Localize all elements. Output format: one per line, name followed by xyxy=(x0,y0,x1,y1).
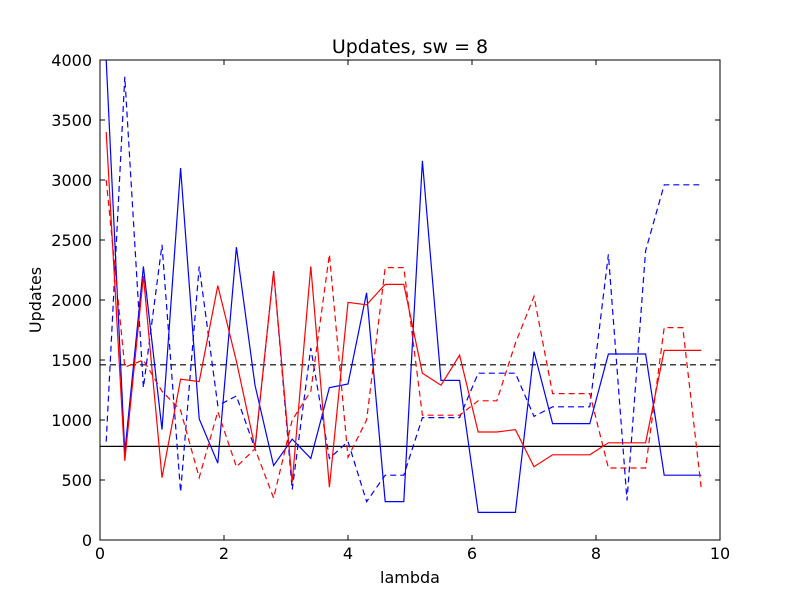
series-line-4 xyxy=(105,179,702,501)
y-tick-label: 3000 xyxy=(51,171,92,190)
x-tick-label: 10 xyxy=(710,544,730,563)
axis-ticks: 0 2 4 6 8 10 0 500 1000 1500 2000 2500 3000 3500 4000 xyxy=(51,51,730,563)
y-tick-label: 2500 xyxy=(51,231,92,250)
series-line-2 xyxy=(105,76,702,503)
plot-frame xyxy=(99,59,721,541)
reference-lines xyxy=(100,364,720,447)
y-tick-label: 3500 xyxy=(51,111,92,130)
chart-title: Updates, sw = 8 xyxy=(332,36,488,58)
y-axis-label: Updates xyxy=(26,267,45,333)
series-line-3 xyxy=(105,131,702,488)
y-tick-label: 500 xyxy=(61,471,92,490)
x-tick-label: 4 xyxy=(343,544,353,563)
y-tick-label: 1500 xyxy=(51,351,92,370)
plot-area xyxy=(100,60,720,540)
x-tick-label: 8 xyxy=(591,544,601,563)
y-tick-label: 2000 xyxy=(51,291,92,310)
y-tick-label: 1000 xyxy=(51,411,92,430)
x-tick-label: 2 xyxy=(219,544,229,563)
x-axis-label: lambda xyxy=(380,568,440,587)
x-tick-label: 6 xyxy=(467,544,477,563)
x-tick-label: 0 xyxy=(95,544,105,563)
y-tick-label: 4000 xyxy=(51,51,92,70)
y-tick-label: 0 xyxy=(82,531,92,550)
series-lines xyxy=(105,60,702,514)
series-line-1 xyxy=(105,60,702,514)
